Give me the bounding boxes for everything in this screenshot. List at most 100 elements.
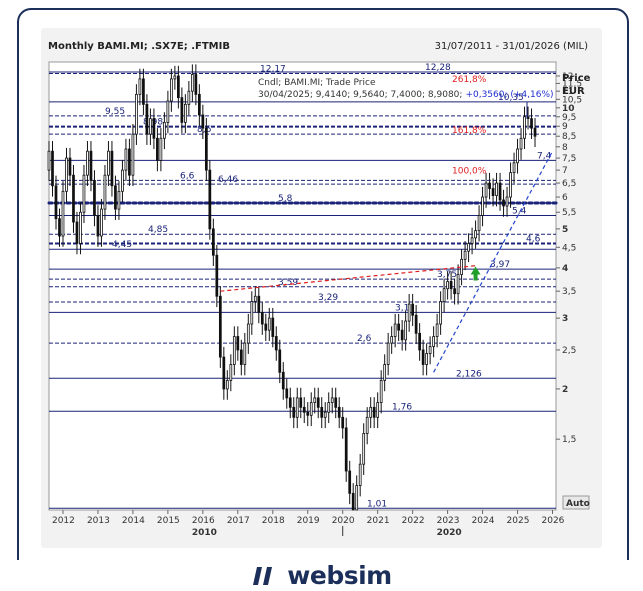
- y-tick-label: 4: [562, 264, 568, 274]
- y-tick-label: 2,5: [562, 346, 576, 356]
- candle-body: [236, 336, 240, 351]
- legend-line1: Cndl; BAMI.MI; Trade Price: [258, 78, 376, 88]
- candle-body: [79, 211, 82, 244]
- level-label: 8,6: [197, 125, 212, 135]
- candle-body: [421, 349, 425, 365]
- x-tick-label: 2016: [192, 516, 215, 526]
- level-label: 1,01: [367, 499, 387, 509]
- brand-name: websim: [287, 561, 392, 590]
- auto-button[interactable]: Auto: [562, 495, 590, 510]
- candle-body: [110, 150, 114, 187]
- y-axis-title-2: EUR: [562, 86, 585, 97]
- candle-body: [89, 150, 93, 181]
- candle-body: [246, 323, 250, 344]
- candle-body: [142, 78, 145, 105]
- candle-body: [82, 174, 86, 213]
- candle-body: [320, 406, 324, 418]
- candle-body: [474, 230, 477, 239]
- level-label: 4,85: [148, 225, 168, 235]
- x-tick-label: 2012: [52, 516, 75, 526]
- candle-body: [257, 295, 261, 313]
- candle-body: [453, 288, 456, 295]
- y-tick-label: 12: [562, 72, 573, 82]
- candle-body: [502, 199, 505, 207]
- candle-body: [218, 295, 222, 358]
- candle-body: [271, 317, 275, 337]
- candle-body: [365, 416, 369, 434]
- candle-body: [117, 190, 121, 210]
- candle-body: [278, 349, 282, 373]
- candle-body: [530, 118, 533, 129]
- candle-body: [519, 137, 523, 150]
- candle-body: [327, 402, 331, 413]
- candle-body: [344, 427, 348, 472]
- candle-body: [484, 182, 488, 198]
- candle-body: [358, 463, 362, 486]
- x-tick-label: 2021: [367, 516, 390, 526]
- level-lines: 12,2812,1710,359,558,988,67,46,66,465,85…: [47, 63, 558, 509]
- candle-body: [463, 250, 467, 260]
- candle-body: [477, 215, 481, 232]
- level-label: 7,4: [537, 151, 552, 161]
- x-axis: 2012 2013 2014 2015 2016 2017 2018 2019 2020 2021…: [52, 510, 565, 538]
- candle-body: [498, 182, 502, 201]
- candle-body: [267, 317, 271, 331]
- candle-body: [65, 157, 68, 192]
- candle-body: [72, 174, 75, 223]
- legend-change: +0,3560; (+4,16%): [465, 90, 553, 100]
- candle-body: [404, 320, 408, 341]
- candle-body: [470, 237, 474, 244]
- level-label: 4,6: [526, 234, 541, 244]
- candle-body: [316, 397, 320, 408]
- candle-body: [180, 97, 184, 123]
- candle-body: [285, 388, 289, 399]
- brand-logo: websim: [250, 560, 395, 591]
- y-tick-label: 2: [562, 385, 568, 395]
- candle-body: [51, 150, 54, 187]
- candle-body: [222, 356, 226, 390]
- candle-body: [86, 150, 89, 176]
- brand-footer: websim: [0, 560, 643, 591]
- candle-body: [250, 301, 254, 325]
- candle-body: [194, 74, 198, 95]
- candle-body: [425, 353, 428, 365]
- x-tick-label: 2019: [297, 516, 320, 526]
- candle-body: [302, 406, 306, 413]
- candle-body: [292, 406, 296, 418]
- y-tick-label: 3,5: [562, 287, 576, 297]
- y-tick-label: 8: [562, 143, 568, 153]
- y-tick-label: 5,5: [562, 208, 576, 218]
- candle-body: [264, 323, 268, 331]
- level-label: 12,17: [260, 65, 286, 75]
- candle-body: [215, 254, 219, 297]
- candle-body: [397, 323, 401, 331]
- candle-body: [390, 336, 394, 344]
- plot-area: [48, 61, 557, 511]
- y-tick-label: 10,5: [562, 95, 582, 105]
- y-tick-label: 6: [562, 193, 568, 203]
- level-label: 3,97: [490, 260, 510, 270]
- candle-body: [481, 196, 484, 216]
- y-tick-label: 9: [562, 122, 568, 132]
- x-tick-label: 2023: [437, 516, 460, 526]
- candle-body: [260, 311, 264, 325]
- candle-body: [232, 336, 236, 365]
- candle-body: [170, 78, 173, 102]
- candle-body: [386, 342, 390, 365]
- candle-body: [208, 169, 212, 230]
- candle-body: [204, 127, 208, 171]
- candle-body: [184, 103, 187, 123]
- candle-body: [100, 208, 103, 237]
- legend-values: 30/04/2025; 9,4140; 9,5640; 7,4000; 8,90…: [258, 90, 462, 100]
- candle-body: [114, 185, 117, 210]
- candle-body: [418, 332, 421, 351]
- x-tick-label: 2014: [122, 516, 145, 526]
- candle-body: [442, 288, 446, 302]
- candle-body: [149, 118, 152, 135]
- y-tick-label: 8,5: [562, 132, 576, 142]
- level-label: 6,46: [218, 175, 238, 185]
- candle-body: [355, 485, 359, 511]
- level-label: 6,6: [180, 171, 195, 181]
- candle-body: [197, 93, 201, 116]
- x-tick-label: 2013: [87, 516, 110, 526]
